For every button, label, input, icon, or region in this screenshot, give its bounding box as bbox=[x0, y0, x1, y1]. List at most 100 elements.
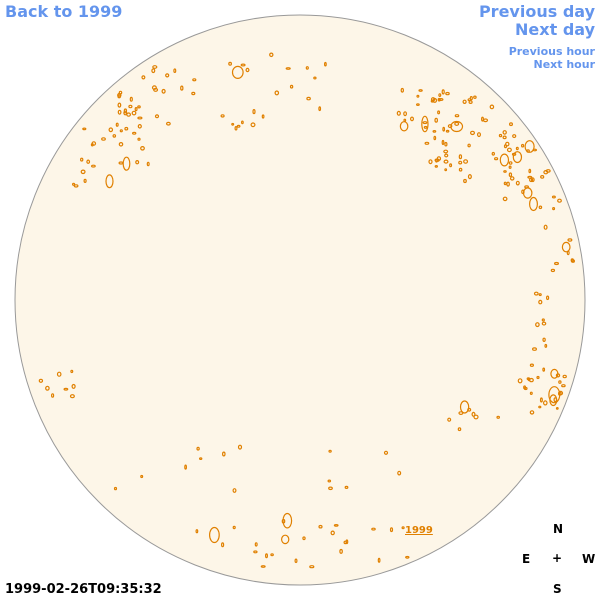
contour-blob bbox=[542, 337, 546, 342]
back-to-year-link[interactable]: Back to 1999 bbox=[5, 2, 123, 21]
contour-blob bbox=[567, 238, 573, 242]
contour-blob bbox=[467, 174, 472, 180]
contour-blob bbox=[282, 512, 293, 529]
contour-blob bbox=[265, 553, 269, 559]
contour-blob bbox=[522, 187, 533, 199]
contour-blob bbox=[433, 135, 437, 141]
contour-blob bbox=[269, 52, 274, 58]
previous-hour-link[interactable]: Previous hour bbox=[508, 45, 595, 58]
contour-blob bbox=[503, 144, 508, 149]
contour-blob bbox=[184, 464, 188, 470]
contour-blob bbox=[173, 68, 177, 74]
contour-blob bbox=[528, 196, 538, 212]
contour-blob bbox=[228, 61, 233, 66]
contour-blob bbox=[281, 534, 290, 545]
contour-blob bbox=[545, 295, 550, 301]
contour-blob bbox=[73, 184, 79, 188]
next-hour-link[interactable]: Next hour bbox=[533, 58, 596, 71]
contour-blob bbox=[444, 168, 448, 172]
contour-blob bbox=[208, 526, 220, 544]
contour-blob bbox=[285, 67, 291, 70]
contour-blob bbox=[445, 129, 450, 133]
contour-blob bbox=[222, 451, 226, 457]
contour-blob bbox=[553, 261, 559, 266]
contour-blob bbox=[38, 378, 44, 383]
contour-blob bbox=[498, 133, 503, 138]
contour-blob bbox=[423, 125, 428, 129]
contour-blob bbox=[441, 89, 445, 95]
contour-blob bbox=[438, 93, 442, 97]
contour-blob bbox=[542, 400, 548, 406]
next-day-link[interactable]: Next day bbox=[515, 20, 595, 39]
contour-blob bbox=[70, 369, 74, 374]
contour-blob bbox=[555, 407, 559, 410]
contour-blob bbox=[489, 104, 495, 110]
contour-blob bbox=[561, 241, 571, 253]
contour-blob bbox=[543, 224, 548, 230]
contour-blob bbox=[128, 104, 133, 109]
contour-blob bbox=[550, 368, 559, 379]
contour-blob bbox=[532, 148, 538, 152]
contour-blob bbox=[503, 170, 507, 173]
contour-blob bbox=[117, 109, 122, 115]
contour-blob bbox=[473, 95, 477, 99]
contour-blob bbox=[71, 182, 76, 186]
contour-blob bbox=[437, 110, 441, 115]
contour-blob bbox=[195, 529, 199, 534]
contour-blob bbox=[445, 91, 450, 96]
contour-blob bbox=[503, 181, 507, 186]
contour-blob bbox=[558, 380, 562, 384]
contour-blob bbox=[137, 116, 143, 120]
contour-blob bbox=[527, 175, 533, 179]
contour-blob bbox=[539, 397, 543, 403]
contour-blob bbox=[131, 110, 137, 116]
contour-blob bbox=[137, 124, 142, 129]
contour-blob bbox=[134, 106, 138, 112]
contour-blob bbox=[129, 96, 133, 102]
contour-blob bbox=[234, 126, 238, 131]
contour-blob bbox=[101, 137, 106, 141]
contour-blob bbox=[328, 486, 333, 491]
contour-blob bbox=[438, 97, 444, 101]
contour-blob bbox=[462, 99, 467, 105]
contour-blob bbox=[444, 141, 448, 147]
contour-blob bbox=[123, 110, 128, 116]
contour-blob bbox=[377, 557, 381, 563]
contour-blob bbox=[260, 565, 266, 568]
contour-blob bbox=[137, 137, 141, 141]
contour-blob bbox=[443, 159, 449, 164]
contour-blob bbox=[236, 124, 241, 128]
compass-east: E bbox=[522, 552, 531, 566]
contour-blob bbox=[544, 343, 548, 348]
contour-blob bbox=[113, 486, 118, 491]
year-link[interactable]: 1999 bbox=[405, 525, 433, 536]
contour-blob bbox=[140, 474, 144, 479]
contour-blob bbox=[118, 142, 124, 147]
contour-blob bbox=[458, 154, 463, 160]
contour-blob bbox=[454, 121, 460, 127]
contour-blob bbox=[432, 97, 438, 103]
contour-blob bbox=[117, 94, 122, 99]
contour-blob bbox=[154, 114, 160, 119]
contour-blob bbox=[467, 143, 471, 148]
contour-blob bbox=[536, 375, 540, 380]
contour-blob bbox=[508, 161, 513, 165]
contour-blob bbox=[470, 130, 476, 136]
previous-day-link[interactable]: Previous day bbox=[478, 2, 595, 21]
contour-blob bbox=[220, 114, 225, 118]
contour-blob bbox=[237, 444, 243, 450]
contour-blob bbox=[442, 126, 446, 132]
contour-blob bbox=[506, 147, 512, 153]
contour-blob bbox=[274, 90, 280, 96]
contour-blob bbox=[252, 108, 256, 115]
contour-blob bbox=[254, 542, 258, 547]
contour-blob bbox=[79, 157, 84, 162]
contour-blob bbox=[410, 116, 415, 122]
contour-blob bbox=[509, 122, 514, 127]
contour-blob bbox=[550, 268, 556, 273]
contour-blob bbox=[250, 122, 256, 128]
contour-blob bbox=[140, 146, 145, 151]
contour-blob bbox=[454, 114, 460, 118]
contour-blob bbox=[180, 85, 184, 91]
